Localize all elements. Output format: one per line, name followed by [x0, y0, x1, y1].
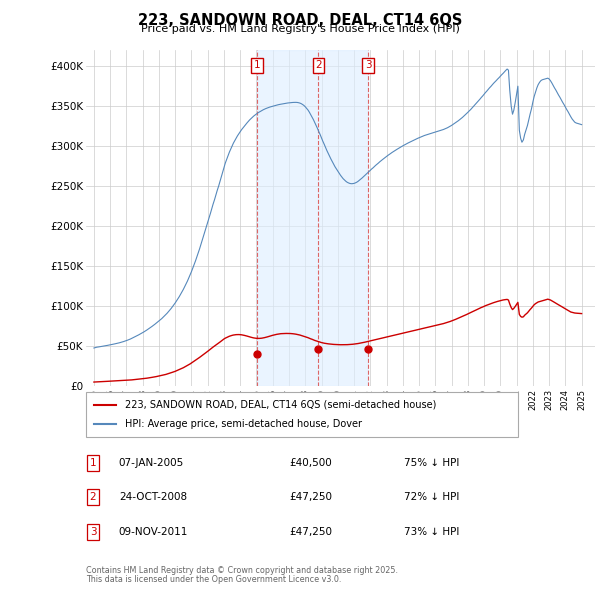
Text: 72% ↓ HPI: 72% ↓ HPI [404, 493, 459, 502]
Text: 1: 1 [254, 60, 260, 70]
Text: £47,250: £47,250 [290, 527, 333, 536]
Text: 09-NOV-2011: 09-NOV-2011 [119, 527, 188, 536]
Bar [257, 50, 368, 386]
FancyBboxPatch shape [86, 392, 518, 437]
Text: Contains HM Land Registry data © Crown copyright and database right 2025.: Contains HM Land Registry data © Crown c… [86, 566, 398, 575]
Text: £47,250: £47,250 [290, 493, 333, 502]
Text: Price paid vs. HM Land Registry's House Price Index (HPI): Price paid vs. HM Land Registry's House … [140, 24, 460, 34]
Text: HPI: Average price, semi-detached house, Dover: HPI: Average price, semi-detached house,… [125, 419, 362, 429]
Text: 75% ↓ HPI: 75% ↓ HPI [404, 458, 459, 468]
Text: 223, SANDOWN ROAD, DEAL, CT14 6QS (semi-detached house): 223, SANDOWN ROAD, DEAL, CT14 6QS (semi-… [125, 400, 436, 409]
Text: 223, SANDOWN ROAD, DEAL, CT14 6QS: 223, SANDOWN ROAD, DEAL, CT14 6QS [138, 13, 462, 28]
Text: This data is licensed under the Open Government Licence v3.0.: This data is licensed under the Open Gov… [86, 575, 341, 584]
Text: 1: 1 [89, 458, 97, 468]
Text: 3: 3 [365, 60, 371, 70]
Text: 3: 3 [89, 527, 97, 536]
Text: 2: 2 [315, 60, 322, 70]
Text: 2: 2 [89, 493, 97, 502]
Text: 24-OCT-2008: 24-OCT-2008 [119, 493, 187, 502]
Text: £40,500: £40,500 [290, 458, 332, 468]
Text: 73% ↓ HPI: 73% ↓ HPI [404, 527, 459, 536]
Text: 07-JAN-2005: 07-JAN-2005 [119, 458, 184, 468]
